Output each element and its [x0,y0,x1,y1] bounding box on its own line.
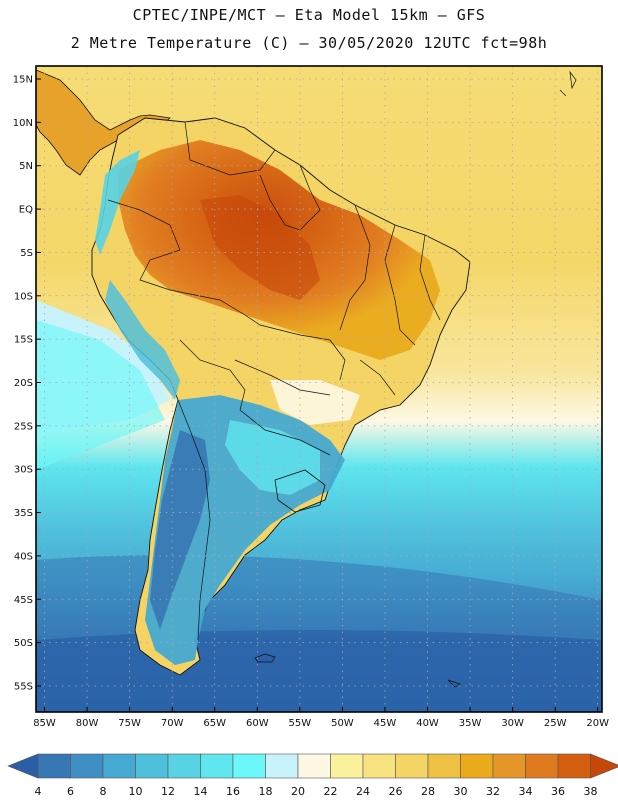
colorbar-label: 22 [324,785,338,798]
colorbar-swatch [330,753,364,779]
longitude-label: 70W [161,718,184,729]
uruguay-border [274,469,326,513]
latitude-label: 55S [14,681,33,692]
latitude-label: 50S [14,638,33,649]
colorbar-high-arrow [590,753,618,779]
colorbar-label: 36 [551,785,565,798]
longitude-labels: 85W 80W 75W 70W 65W 60W 55W 50W 45W 40W 35W 30W 25W 2… [33,707,609,729]
colorbar-swatch [557,753,591,779]
colorbar-labels: 4 6 8 10 12 14 16 18 20 22 24 26 28 30 32 34 36 38 [35,785,598,798]
colorbar-label: 30 [454,785,468,798]
latitude-label: 10S [14,291,33,302]
longitude-label: 35W [459,718,482,729]
longitude-label: 85W [33,718,56,729]
map-subtitle: 2 Metre Temperature (C) – 30/05/2020 12U… [70,34,548,52]
colorbar-label: 32 [486,785,500,798]
map-frame [35,65,603,713]
colorbar-low-arrow [7,753,39,779]
colorbar-swatch [102,753,136,779]
colorbar-swatch [395,753,429,779]
colorbar-swatch [492,753,526,779]
longitude-label: 30W [501,718,524,729]
colorbar-label: 20 [291,785,305,798]
map-title: CPTEC/INPE/MCT – Eta Model 15km – GFS [132,6,486,24]
colorbar-swatch [37,753,71,779]
colorbar-swatch [167,753,201,779]
longitude-label: 55W [289,718,312,729]
latitude-label: 45S [14,595,33,606]
longitude-label: 20W [586,718,609,729]
latitude-label: EQ [19,205,33,216]
longitude-label: 45W [374,718,397,729]
latitude-labels: 15N 10N 5N EQ 5S 10S 15S 20S 25S 30S 35S 40S 45S 50S 5… [13,75,41,692]
colorbar-label: 26 [389,785,403,798]
colorbar-label: 34 [519,785,533,798]
colorbar-swatch [200,753,234,779]
colorbar-swatch [70,753,104,779]
colorbar-label: 14 [194,785,208,798]
longitude-label: 50W [331,718,354,729]
latitude-label: 5S [20,248,33,259]
colorbar-label: 4 [35,785,42,798]
latitude-label: 40S [14,551,33,562]
country-borders [107,121,441,641]
colorbar-swatch [525,753,559,779]
colorbar-label: 8 [100,785,107,798]
falkland-islands [254,653,276,663]
colorbar-label: 10 [129,785,143,798]
colorbar-label: 16 [226,785,240,798]
colorbar-swatch [297,753,331,779]
latitude-label: 20S [14,378,33,389]
colorbar-label: 12 [161,785,175,798]
longitude-label: 65W [203,718,226,729]
colorbar-swatch [427,753,461,779]
latitude-label: 35S [14,508,33,519]
colorbar-swatch [362,753,396,779]
andes-cool-band-central [105,280,180,400]
map-field [36,66,602,712]
latitude-label: 15S [14,335,33,346]
colorbar-swatch [135,753,169,779]
colorbar-swatch [460,753,494,779]
andes-cool-band-north [95,150,140,255]
colorbar-swatch [265,753,299,779]
latitude-label: 30S [14,465,33,476]
longitude-label: 75W [118,718,141,729]
colorbar-label: 24 [356,785,370,798]
colorbar-label: 18 [259,785,273,798]
longitude-label: 40W [416,718,439,729]
longitude-label: 60W [246,718,269,729]
colorbar-label: 28 [421,785,435,798]
longitude-label: 80W [76,718,99,729]
colorbar-label: 38 [584,785,598,798]
longitude-label: 25W [544,718,567,729]
colorbar-swatch [232,753,266,779]
latitude-label: 10N [13,118,33,129]
colorbar [7,753,618,779]
colorbar-label: 6 [67,785,74,798]
latitude-label: 25S [14,421,33,432]
latitude-label: 15N [13,75,33,86]
latitude-label: 5N [19,161,33,172]
